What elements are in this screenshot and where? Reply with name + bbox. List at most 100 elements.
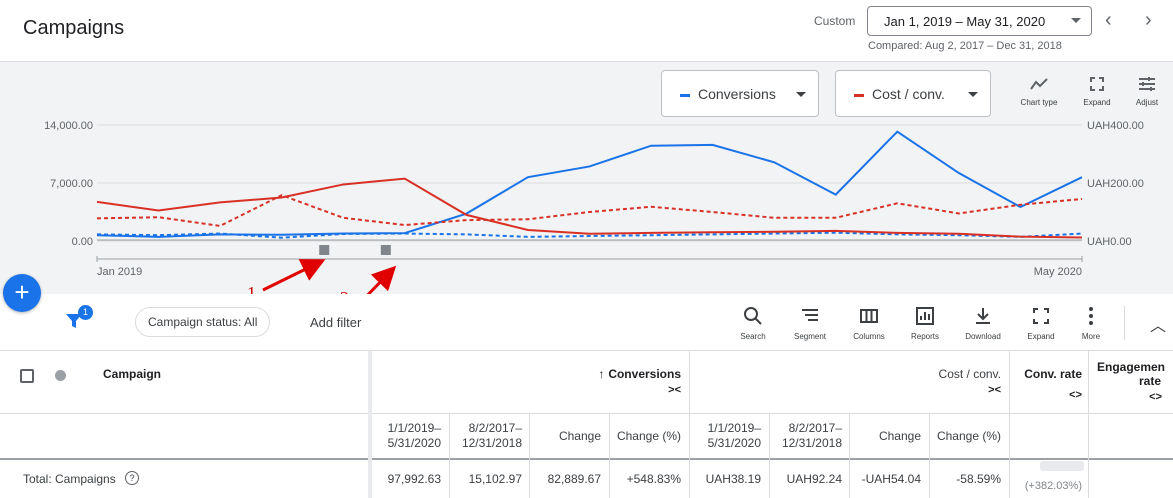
annotation-number-1: 1 — [247, 283, 256, 303]
metric1-selector[interactable]: Conversions — [661, 70, 819, 117]
total-conv-rate-change-pct: (+382.03%) — [1024, 480, 1082, 492]
y-right-tick-label: UAH400.00 — [1087, 120, 1144, 132]
cost-per-conv-column-header[interactable]: Cost / conv. — [938, 367, 1001, 381]
x-end-label: May 2020 — [1034, 266, 1082, 278]
previous-period-button[interactable]: ‹ — [1105, 9, 1112, 31]
help-icon[interactable]: ? — [125, 471, 139, 485]
performance-chart-panel: 14,000.00 7,000.00 0.00 UAH400.00 UAH200.00 U… — [0, 62, 1173, 294]
y-left-tick-label: 14,000.00 — [44, 120, 93, 132]
engagement-rate-column-header[interactable]: Engagemen rate — [1097, 360, 1173, 388]
cost-change-header[interactable]: Change — [878, 429, 921, 443]
compared-date-range: Compared: Aug 2, 2017 – Dec 31, 2018 — [868, 40, 1062, 52]
chart-expand-label: Expand — [1083, 98, 1111, 107]
search-icon — [744, 307, 762, 325]
total-conversions-p1: 97,992.63 — [387, 472, 441, 486]
annotation-marker — [380, 245, 391, 255]
chart-adjust-button[interactable]: Adjust — [1130, 76, 1164, 107]
select-all-checkbox[interactable] — [20, 369, 34, 383]
expand-columns-icon[interactable]: >< — [988, 384, 1001, 396]
table-expand-button[interactable]: Expand — [1021, 306, 1061, 341]
conversions-change-pct-header[interactable]: Change (%) — [616, 429, 681, 443]
y-right-tick-label: UAH200.00 — [1087, 178, 1144, 190]
conversions-period2-header[interactable]: 8/2/2017– 12/31/2018 — [449, 421, 522, 451]
total-row-label: Total: Campaigns — [23, 472, 116, 486]
engagement-header-line1: Engagemen — [1097, 360, 1166, 374]
period2-start: 8/2/2017– — [788, 421, 842, 435]
expand-icon — [1033, 308, 1049, 324]
reports-button[interactable]: Reports — [905, 306, 945, 341]
period2-start: 8/2/2017– — [468, 421, 522, 435]
expand-icon — [1090, 77, 1104, 91]
conv-rate-column-header[interactable]: Conv. rate — [1024, 367, 1082, 381]
column-divider — [609, 413, 610, 498]
total-cost-p2: UAH92.24 — [786, 472, 842, 486]
engagement-header-line2: rate — [1138, 374, 1161, 388]
download-button[interactable]: Download — [963, 306, 1003, 341]
segment-icon — [802, 309, 818, 321]
metric2-selector[interactable]: Cost / conv. — [835, 70, 991, 117]
reports-label: Reports — [910, 332, 939, 341]
conversions-period1-header[interactable]: 1/1/2019– 5/31/2020 — [372, 421, 441, 451]
add-campaign-button[interactable]: + — [3, 274, 41, 312]
metric2-label: Cost / conv. — [872, 86, 945, 102]
date-range-value: Jan 1, 2019 – May 31, 2020 — [884, 14, 1046, 29]
expand-columns-icon[interactable]: >< — [668, 384, 681, 396]
period2-end: 12/31/2018 — [781, 436, 842, 450]
chart-expand-button[interactable]: Expand — [1078, 76, 1116, 107]
period1-end: 5/31/2020 — [707, 436, 761, 450]
metric1-label: Conversions — [698, 86, 776, 102]
total-cost-change-pct: -58.59% — [956, 472, 1001, 486]
segment-button[interactable]: Segment — [790, 306, 830, 341]
search-button[interactable]: Search — [733, 306, 773, 341]
caret-down-icon — [1071, 18, 1081, 23]
cost-period1-header[interactable]: 1/1/2019– 5/31/2020 — [689, 421, 761, 451]
more-button[interactable]: More — [1071, 306, 1111, 341]
page-header: Campaigns Custom Jan 1, 2019 – May 31, 2… — [0, 0, 1173, 62]
filter-toolbar: 1 Campaign status: All Add filter Search… — [0, 294, 1173, 351]
series-line-cost-conv--dashed — [96, 194, 1083, 227]
metric2-color-swatch — [854, 93, 864, 97]
conversions-column-header[interactable]: ↑ Conversions — [580, 367, 681, 381]
total-conversions-p2: 15,102.97 — [468, 472, 522, 486]
y-left-tick-label: 7,000.00 — [50, 178, 93, 190]
chart-type-label: Chart type — [1020, 98, 1058, 107]
annotation-arrow-1 — [262, 259, 326, 292]
column-divider — [529, 413, 530, 498]
filter-count-badge: 1 — [78, 305, 93, 320]
series-line-cost-conv--solid — [96, 177, 1083, 239]
column-divider — [449, 413, 450, 498]
header-divider — [0, 413, 1173, 414]
chart-type-button[interactable]: Chart type — [1016, 76, 1062, 107]
date-range-selector[interactable]: Jan 1, 2019 – May 31, 2020 — [867, 6, 1092, 36]
expand-columns-icon[interactable]: <> — [1149, 391, 1162, 403]
download-label: Download — [965, 332, 1001, 341]
next-period-button[interactable]: › — [1145, 9, 1152, 31]
redacted-value — [1040, 461, 1084, 471]
page-title: Campaigns — [23, 17, 125, 39]
cost-period2-header[interactable]: 8/2/2017– 12/31/2018 — [769, 421, 842, 451]
toolbar-divider — [1124, 306, 1125, 340]
filter-icon[interactable] — [65, 312, 83, 330]
columns-icon — [860, 309, 878, 323]
column-divider — [849, 413, 850, 498]
chart-adjust-label: Adjust — [1135, 98, 1159, 107]
column-divider — [769, 413, 770, 498]
conversions-header-label: Conversions — [608, 367, 681, 381]
column-divider — [689, 351, 690, 498]
cost-change-pct-header[interactable]: Change (%) — [936, 429, 1001, 443]
search-label: Search — [740, 332, 766, 341]
columns-button[interactable]: Columns — [849, 306, 889, 341]
expand-columns-icon[interactable]: <> — [1069, 389, 1082, 401]
add-filter-button[interactable]: Add filter — [310, 315, 362, 330]
column-divider — [1088, 351, 1089, 498]
total-cost-change: -UAH54.04 — [861, 472, 921, 486]
conversions-change-header[interactable]: Change — [558, 429, 601, 443]
table-expand-label: Expand — [1027, 332, 1055, 341]
campaign-column-header[interactable]: Campaign — [103, 367, 162, 381]
column-divider — [929, 413, 930, 498]
performance-line-chart: 14,000.00 7,000.00 0.00 UAH400.00 UAH200.00 U… — [44, 120, 1144, 278]
campaign-status-filter-chip[interactable]: Campaign status: All — [135, 307, 271, 337]
caret-down-icon — [796, 92, 806, 97]
metric1-color-swatch — [680, 93, 690, 97]
collapse-chart-button[interactable]: ︿ — [1150, 318, 1167, 335]
